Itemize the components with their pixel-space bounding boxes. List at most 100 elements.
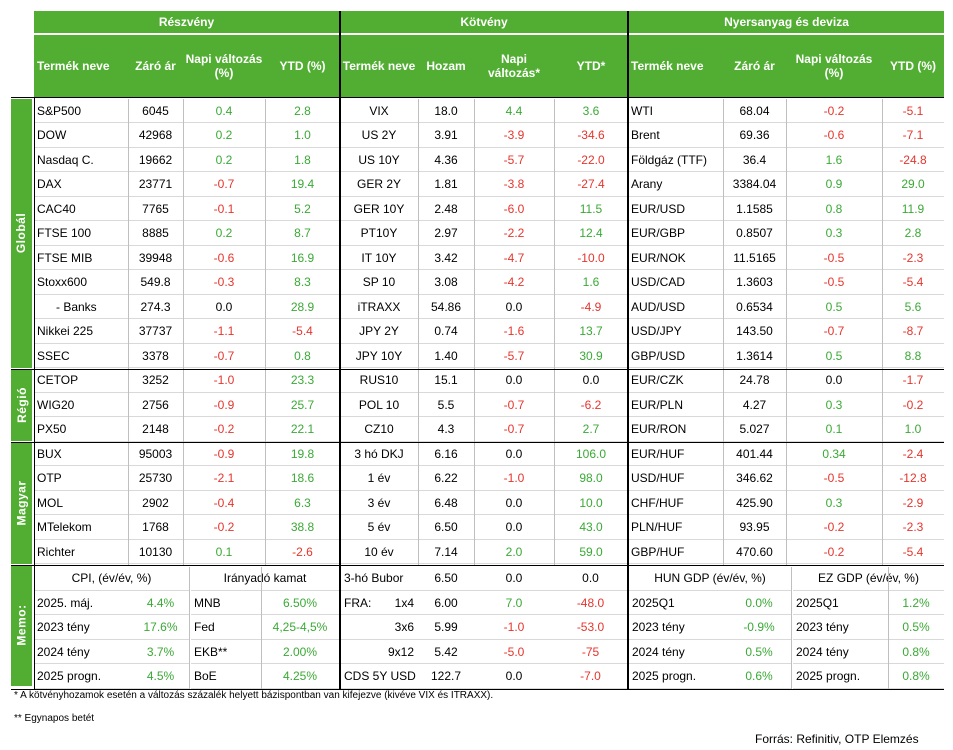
grid-line (128, 99, 129, 565)
table-cell: 0.0 (786, 369, 882, 393)
grid-line (723, 99, 724, 565)
table-cell: 8.8 (882, 344, 944, 368)
table-cell: -2.1 (183, 467, 265, 491)
table-cell: -0.2 (183, 418, 265, 442)
memo-hun_gdp-label: 2025Q1 (629, 591, 727, 615)
table-cell: 6.3 (265, 491, 340, 515)
table-cell: POL 10 (340, 393, 418, 417)
table-cell: 0.1 (183, 540, 265, 564)
table-cell: Földgáz (TTF) (628, 148, 723, 172)
table-cell: EUR/RON (628, 418, 723, 442)
table-cell: -0.6 (183, 246, 265, 270)
table-cell: 5.5 (418, 393, 474, 417)
memo-bubor-change: 0.0 (474, 665, 554, 689)
table-cell: 11.5 (554, 197, 628, 221)
table-cell: Brent (628, 124, 723, 148)
table-cell: VIX (340, 99, 418, 123)
table-cell: 3 hó DKJ (340, 442, 418, 466)
section-label-text: Régió (14, 386, 29, 423)
grid-line (261, 566, 262, 689)
memo-bubor-ytd: -7.0 (554, 665, 627, 689)
column-header: YTD (%) (265, 35, 340, 97)
table-cell: -8.7 (882, 320, 944, 344)
table-cell: -0.7 (786, 320, 882, 344)
table-cell: 95003 (128, 442, 183, 466)
table-cell: 3252 (128, 369, 183, 393)
table-cell: 1.40 (418, 344, 474, 368)
table-cell: GBP/USD (628, 344, 723, 368)
memo-bubor-label: FRA: (341, 591, 411, 615)
table-cell: 0.2 (183, 148, 265, 172)
table-cell: Nasdaq C. (34, 148, 128, 172)
memo-rate-label: MNB (191, 591, 261, 615)
table-cell: 68.04 (723, 99, 786, 123)
memo-cpi-label: 2023 tény (34, 616, 132, 640)
section-divider (11, 564, 944, 566)
table-cell: MTelekom (34, 516, 128, 540)
memo-cpi-label: 2024 tény (34, 640, 132, 664)
table-cell: -0.9 (183, 442, 265, 466)
table-cell: -34.6 (554, 124, 628, 148)
table-cell: 425.90 (723, 491, 786, 515)
table-cell: GER 2Y (340, 173, 418, 197)
table-cell: AUD/USD (628, 295, 723, 319)
memo-bubor-ytd: 0.0 (554, 567, 627, 591)
table-cell: 30.9 (554, 344, 628, 368)
table-cell: -0.2 (786, 540, 882, 564)
table-cell: US 2Y (340, 124, 418, 148)
table-cell: -1.0 (474, 467, 554, 491)
table-cell: 401.44 (723, 442, 786, 466)
table-cell: CHF/HUF (628, 491, 723, 515)
table-cell: 12.4 (554, 222, 628, 246)
table-cell: -6.2 (554, 393, 628, 417)
table-cell: -10.0 (554, 246, 628, 270)
table-cell: MOL (34, 491, 128, 515)
table-cell: -0.3 (183, 271, 265, 295)
table-cell: 43.0 (554, 516, 628, 540)
section-label: Globál (11, 99, 32, 368)
table-cell: 1768 (128, 516, 183, 540)
column-header: Napi változás* (474, 35, 554, 97)
table-cell: 11.5165 (723, 246, 786, 270)
table-cell: 0.34 (786, 442, 882, 466)
table-cell: 346.62 (723, 467, 786, 491)
table-cell: 0.1 (786, 418, 882, 442)
table-cell: -5.7 (474, 344, 554, 368)
table-cell: -27.4 (554, 173, 628, 197)
table-cell: 2148 (128, 418, 183, 442)
memo-bubor-tenor: 3x6 (380, 616, 420, 640)
table-cell: SP 10 (340, 271, 418, 295)
memo-ez_gdp-value: 1.2% (888, 591, 944, 615)
table-cell: -3.8 (474, 173, 554, 197)
section-label: Régió (11, 368, 32, 441)
table-cell: -5.4 (882, 540, 944, 564)
grid-line (791, 566, 792, 689)
table-cell: iTRAXX (340, 295, 418, 319)
table-cell: 16.9 (265, 246, 340, 270)
table-cell: EUR/USD (628, 197, 723, 221)
table-cell: 3384.04 (723, 173, 786, 197)
table-cell: 2.8 (265, 99, 340, 123)
grid-line (265, 99, 266, 565)
column-header: Napi változás (%) (786, 35, 882, 97)
memo-rate-label: EKB** (191, 640, 261, 664)
grid-line (474, 99, 475, 565)
table-cell: 98.0 (554, 467, 628, 491)
memo-cpi-value: 3.7% (132, 640, 189, 664)
table-cell: USD/CAD (628, 271, 723, 295)
table-cell: -0.9 (183, 393, 265, 417)
table-cell: CAC40 (34, 197, 128, 221)
memo-bubor-tenor: 9x12 (380, 640, 420, 664)
table-cell: 69.36 (723, 124, 786, 148)
table-cell: 6.48 (418, 491, 474, 515)
table-cell: 18.0 (418, 99, 474, 123)
memo-hun_gdp-value: 0.0% (727, 591, 791, 615)
table-cell: 42968 (128, 124, 183, 148)
table-cell: -0.1 (183, 197, 265, 221)
table-cell: DAX (34, 173, 128, 197)
table-cell: CZ10 (340, 418, 418, 442)
table-cell: BUX (34, 442, 128, 466)
table-cell: 1.0 (882, 418, 944, 442)
memo-bubor-label: 3-hó Bubor (341, 567, 411, 591)
table-cell: 24.78 (723, 369, 786, 393)
